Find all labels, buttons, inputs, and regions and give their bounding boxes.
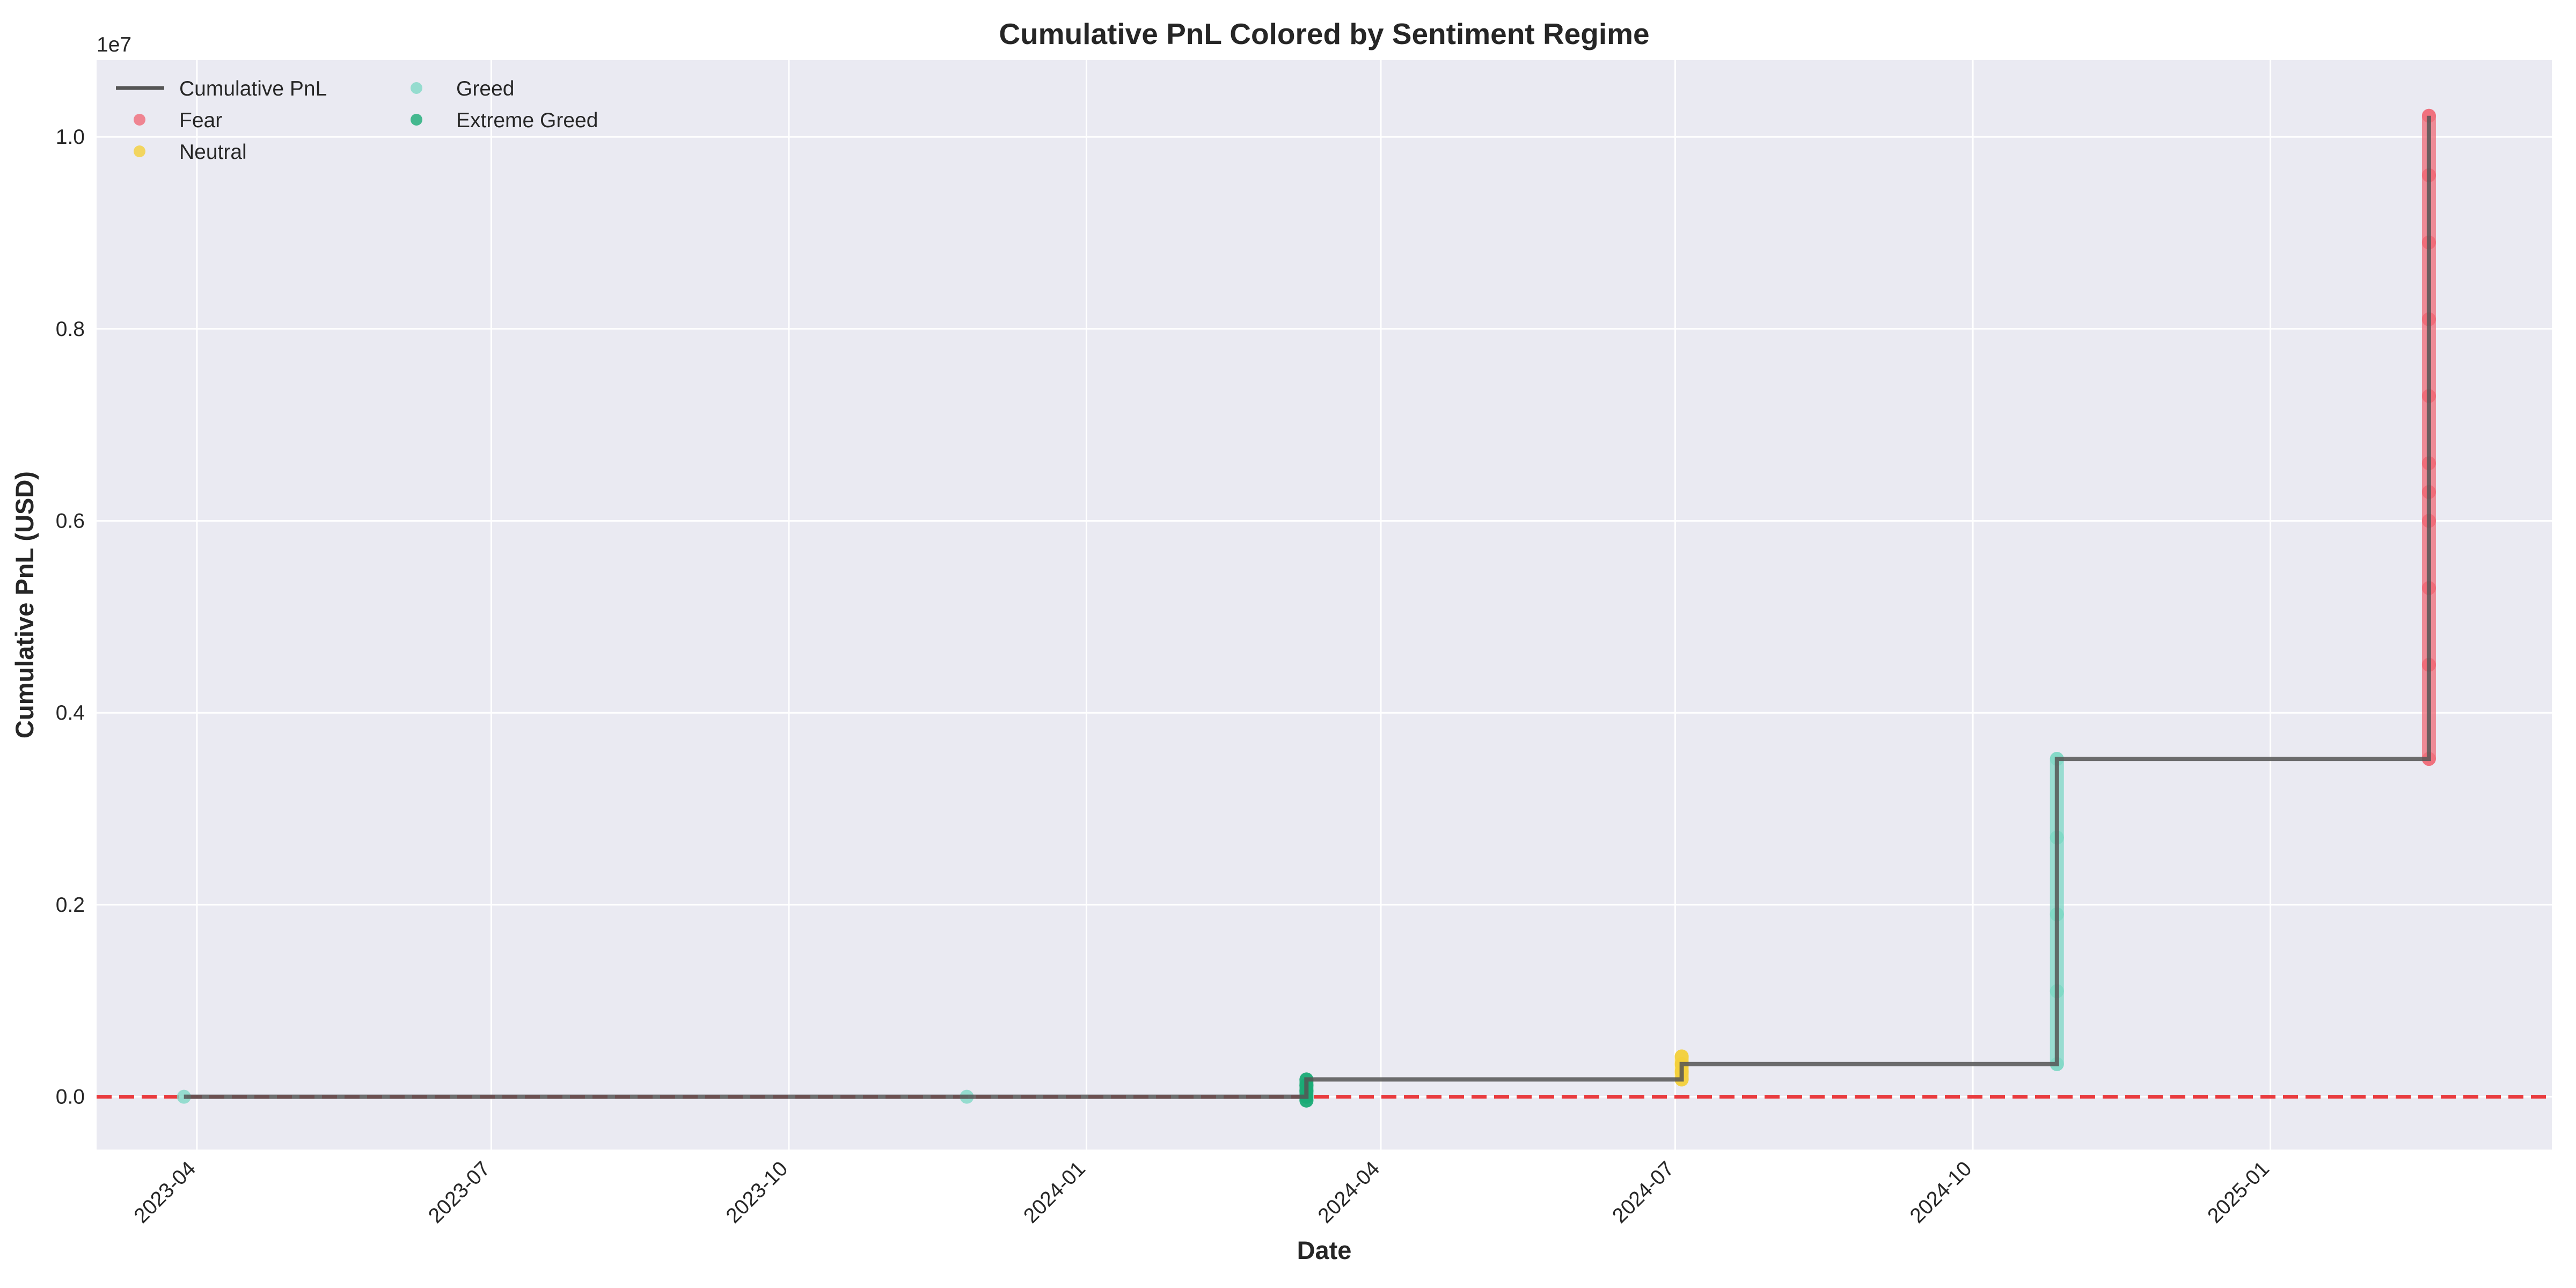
x-tick-label: 2024-04 [1314,1157,1385,1228]
legend-item: Greed [411,77,514,100]
y-tick-label: 0.2 [56,894,85,917]
x-axis-ticks: 2023-04 2023-07 2023-10 2024-01 2024-04 2024-… [130,1157,2274,1228]
plot-area [97,60,2552,1150]
legend-marker [134,114,145,126]
y-axis-offset-label: 1e7 [97,33,131,56]
legend-marker [411,82,422,94]
y-tick-label: 1.0 [56,126,85,149]
legend-label: Extreme Greed [456,109,598,132]
legend-label: Fear [179,109,222,132]
grid [97,60,2552,1150]
legend-label: Neutral [179,141,247,164]
y-axis-ticks: 0.0 0.2 0.4 0.6 0.8 1.0 [56,126,85,1109]
legend-item: Neutral [134,141,247,164]
x-tick-label: 2023-04 [130,1157,201,1228]
legend-item: Extreme Greed [411,109,598,132]
x-tick-label: 2024-01 [1019,1157,1090,1228]
x-axis-label: Date [1297,1236,1352,1264]
y-tick-label: 0.8 [56,318,85,341]
x-tick-label: 2024-10 [1906,1157,1977,1228]
legend-item: Cumulative PnL [116,77,327,100]
y-tick-label: 0.4 [56,701,85,724]
legend-label: Cumulative PnL [179,77,327,100]
legend-marker [134,145,145,157]
legend-marker [411,114,422,126]
y-axis-label: Cumulative PnL (USD) [10,471,39,738]
data-point [1674,1049,1689,1064]
cumulative-pnl-line [184,115,2431,1099]
legend-label: Greed [456,77,514,100]
x-tick-label: 2023-07 [424,1157,495,1228]
legend: Cumulative PnL Fear Neutral Greed Extreme Gr… [116,77,598,164]
y-tick-label: 0.0 [56,1086,85,1109]
chart-title: Cumulative PnL Colored by Sentiment Regi… [999,17,1649,50]
x-tick-label: 2023-10 [722,1157,793,1228]
y-tick-label: 0.6 [56,510,85,533]
x-tick-label: 2024-07 [1608,1157,1679,1228]
x-tick-label: 2025-01 [2203,1157,2274,1228]
legend-item: Fear [134,109,222,132]
cumulative-pnl-path [184,115,2431,1099]
